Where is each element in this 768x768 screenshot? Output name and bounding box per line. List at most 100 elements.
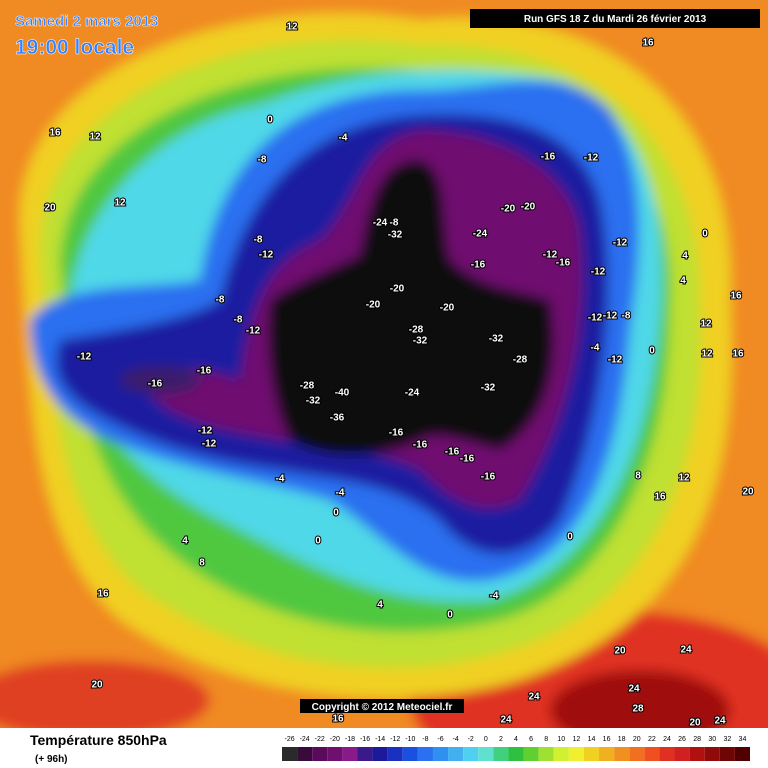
legend-tick-label: -4 (452, 736, 458, 743)
contour-label: -16 (471, 260, 486, 271)
contour-label: -12 (608, 355, 623, 366)
contour-label: -16 (556, 258, 571, 269)
contour-label: -12 (259, 250, 274, 261)
legend-swatch (493, 747, 509, 761)
contour-label: -24 (373, 218, 388, 229)
contour-label: 4 (182, 536, 188, 547)
contour-label: -16 (481, 472, 496, 483)
legend-swatch (704, 747, 720, 761)
contour-label: -12 (591, 267, 606, 278)
legend-swatch (402, 747, 418, 761)
contour-label: -20 (521, 202, 536, 213)
contour-label: -8 (390, 218, 399, 229)
legend-tick-label: -16 (360, 736, 370, 743)
legend-tick-label: 6 (529, 736, 533, 743)
contour-label: 24 (628, 684, 640, 695)
contour-label: 16 (654, 492, 666, 503)
contour-label: 16 (642, 38, 654, 49)
contour-label: -28 (300, 381, 315, 392)
legend-tick-label: 16 (603, 736, 611, 743)
contour-label: -20 (366, 300, 381, 311)
legend-tick-label: 32 (723, 736, 731, 743)
contour-label: 16 (97, 589, 109, 600)
contour-label: -16 (389, 428, 404, 439)
legend-swatch (553, 747, 569, 761)
contour-label: 0 (333, 508, 339, 519)
contour-label: -12 (584, 153, 599, 164)
legend-tick-label: 34 (739, 736, 747, 743)
legend-swatch (629, 747, 645, 761)
legend-swatch (674, 747, 690, 761)
legend-tick-label: -26 (284, 736, 294, 743)
contour-label: 24 (500, 715, 512, 726)
contour-label: -16 (148, 379, 163, 390)
contour-label: 0 (267, 115, 273, 126)
legend-swatch (734, 747, 750, 761)
legend-tick-label: 14 (588, 736, 596, 743)
date: Samedi 2 mars 2013 (15, 13, 158, 30)
contour-label: -28 (409, 325, 424, 336)
contour-label: 20 (742, 487, 754, 498)
legend-swatch (644, 747, 660, 761)
contour-label: -8 (216, 295, 225, 306)
contour-label: 20 (91, 680, 103, 691)
contour-label: -24 (473, 229, 488, 240)
legend-swatch (523, 747, 539, 761)
legend-tick-label: -20 (330, 736, 340, 743)
legend-tick-label: -24 (300, 736, 310, 743)
contour-label: -4 (276, 474, 285, 485)
legend-swatch (508, 747, 524, 761)
legend-swatch (297, 747, 313, 761)
contour-label: -32 (489, 334, 504, 345)
legend-tick-label: 28 (693, 736, 701, 743)
contour-label: -4 (339, 133, 348, 144)
footer-title: Température 850hPa (30, 732, 167, 748)
contour-label: -16 (197, 366, 212, 377)
legend-swatch (538, 747, 554, 761)
contour-label: -12 (603, 311, 618, 322)
time: 19:00 locale (15, 36, 134, 59)
legend-swatch (478, 747, 494, 761)
contour-label: 0 (315, 536, 321, 547)
contour-label: -16 (460, 454, 475, 465)
contour-label: 0 (447, 610, 453, 621)
contour-label: 8 (635, 471, 641, 482)
contour-label: 28 (632, 704, 644, 715)
contour-label: 16 (730, 291, 742, 302)
contour-label: -32 (481, 383, 496, 394)
contour-label: -8 (622, 311, 631, 322)
legend-swatch (342, 747, 358, 761)
contour-label: 4 (377, 600, 383, 611)
legend-swatch (417, 747, 433, 761)
contour-label: 8 (199, 558, 205, 569)
contour-label: -20 (390, 284, 405, 295)
contour-label: -12 (198, 426, 213, 437)
contour-label: 24 (680, 645, 692, 656)
contour-label: 12 (701, 349, 713, 360)
contour-label: 12 (700, 319, 712, 330)
copyright: Copyright © 2012 Meteociel.fr (312, 702, 453, 713)
contour-label: 12 (678, 473, 690, 484)
contour-label: -40 (335, 388, 350, 399)
contour-label: 4 (680, 276, 686, 287)
contour-label: -8 (254, 235, 263, 246)
legend-swatch (282, 747, 298, 761)
legend-tick-label: -18 (345, 736, 355, 743)
legend-swatch (448, 747, 464, 761)
contour-label: 0 (649, 346, 655, 357)
contour-label: 12 (89, 132, 101, 143)
contour-label: -12 (77, 352, 92, 363)
contour-label: 0 (567, 532, 573, 543)
contour-label: -12 (202, 439, 217, 450)
contour-label: -36 (330, 413, 345, 424)
legend-swatch (583, 747, 600, 761)
legend-tick-label: 4 (514, 736, 518, 743)
contour-label: -4 (591, 343, 600, 354)
contour-label: 4 (682, 251, 688, 262)
contour-label: 16 (332, 714, 344, 725)
legend-tick-label: 22 (648, 736, 656, 743)
legend-swatch (357, 747, 373, 761)
legend-swatch (719, 747, 735, 761)
